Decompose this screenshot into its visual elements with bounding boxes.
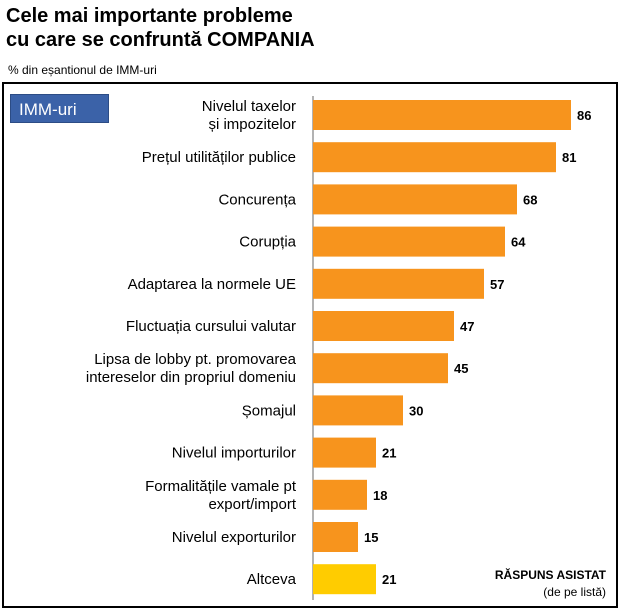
- bar-value-label-8: 21: [382, 446, 396, 461]
- chart-title: Cele mai importante probleme cu care se …: [6, 4, 315, 52]
- bar-value-label-1: 81: [562, 150, 576, 165]
- bar-3: [313, 226, 505, 257]
- bar-value-label-3: 64: [511, 235, 526, 250]
- bar-4: [313, 268, 484, 299]
- bar-value-label-2: 68: [523, 192, 537, 207]
- bar-value-label-6: 45: [454, 361, 468, 376]
- bar-group: 86 Nivelul taxelor și impozitelor 81 Prețul …: [86, 98, 591, 595]
- category-label-11: Altceva: [247, 571, 297, 588]
- category-label-10: Nivelul exporturilor: [172, 529, 296, 546]
- bar-value-label-0: 86: [577, 108, 591, 123]
- category-label-6: Lipsa de lobby pt. promovarea intereselor…: [86, 351, 297, 386]
- response-note: RĂSPUNS ASISTAT (de pe listă): [495, 567, 606, 601]
- bar-value-label-4: 57: [490, 277, 504, 292]
- bar-2: [313, 184, 517, 215]
- bar-8: [313, 437, 376, 468]
- bar-1: [313, 142, 556, 173]
- category-label-8: Nivelul importurilor: [172, 445, 296, 462]
- bar-value-label-11: 21: [382, 572, 396, 587]
- bar-5: [313, 311, 454, 341]
- category-label-4: Adaptarea la normele UE: [128, 276, 296, 293]
- category-label-5: Fluctuația cursului valutar: [126, 318, 296, 335]
- bar-6: [313, 353, 448, 384]
- bar-11: [313, 564, 376, 595]
- chart-title-line2: cu care se confruntă COMPANIA: [6, 29, 315, 51]
- category-label-7: Șomajul: [242, 402, 296, 419]
- bar-9: [313, 479, 367, 510]
- bar-7: [313, 395, 403, 426]
- response-note-line1: RĂSPUNS ASISTAT: [494, 568, 606, 582]
- bar-value-label-7: 30: [409, 403, 423, 418]
- bar-value-label-9: 18: [373, 488, 387, 503]
- category-label-9: Formalitățile vamale pt export/import: [145, 478, 297, 513]
- category-label-0: Nivelul taxelor și impozitelor: [202, 98, 296, 133]
- category-label-3: Corupția: [239, 234, 296, 251]
- response-note-line2: (de pe listă): [543, 585, 606, 599]
- bar-value-label-5: 47: [460, 319, 474, 334]
- segment-badge: IMM-uri: [10, 94, 109, 123]
- chart-title-line1: Cele mai importante probleme: [6, 5, 293, 27]
- bar-10: [313, 522, 358, 552]
- bar-value-label-10: 15: [364, 530, 378, 545]
- category-label-1: Prețul utilităților publice: [142, 149, 296, 166]
- bar-0: [313, 100, 571, 130]
- chart-subtitle: % din eșantionul de IMM-uri: [8, 63, 157, 77]
- category-label-2: Concurența: [218, 191, 296, 208]
